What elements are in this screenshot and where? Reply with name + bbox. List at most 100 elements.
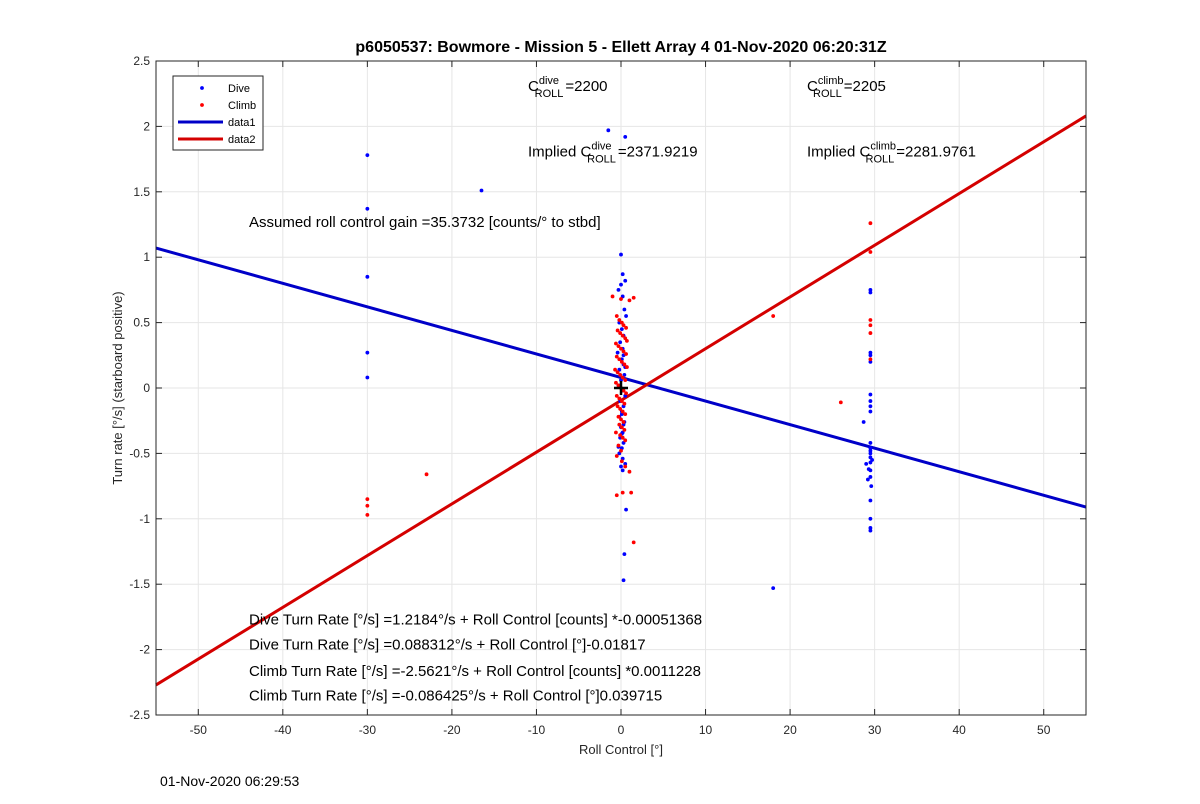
x-tick-label: -10 — [528, 723, 546, 737]
y-tick-label: 1.5 — [133, 185, 150, 199]
dive-point — [868, 392, 873, 397]
climb-point — [610, 294, 615, 299]
tick-labels: -50 -40 -30 -20 -10 0 10 20 30 40 50-2.5-2-1.5-1-0… — [129, 54, 1086, 737]
dive-point — [621, 578, 626, 583]
climb-point — [619, 297, 623, 301]
x-tick-label: -30 — [359, 723, 377, 737]
climb-point — [614, 380, 618, 385]
climb-point — [621, 349, 626, 354]
x-tick-label: -40 — [274, 723, 292, 737]
dive-point — [479, 188, 484, 193]
dive-point — [619, 282, 623, 287]
climb-point — [838, 400, 843, 405]
climb-point — [622, 362, 627, 367]
climb-point — [616, 383, 621, 388]
climb-point — [627, 298, 632, 303]
climb-point — [868, 357, 873, 362]
climb-point — [620, 409, 625, 414]
x-tick-label: -50 — [190, 723, 208, 737]
y-tick-label: 0 — [143, 381, 150, 395]
dive-point — [619, 464, 623, 469]
climb-point — [620, 490, 625, 495]
chart-title: p6050537: Bowmore - Mission 5 - Ellett A… — [355, 39, 886, 56]
climb-point — [624, 352, 628, 356]
dive-point — [622, 552, 627, 557]
climb-point — [619, 359, 624, 364]
x-tick-label: 10 — [699, 723, 713, 737]
annotation-c-dive: Cdive ROLL =2200 — [528, 75, 608, 100]
y-tick-label: -2.5 — [129, 708, 150, 722]
climb-point — [620, 375, 625, 380]
annotation-c-climb: Cclimb ROLL =2205 — [807, 75, 886, 100]
climb-point — [620, 333, 625, 338]
dive-point — [868, 441, 873, 445]
climb-point — [631, 540, 636, 545]
climb-point — [622, 427, 627, 432]
footer-timestamp: 01-Nov-2020 06:29:53 — [160, 773, 300, 789]
legend-label: Dive — [228, 83, 250, 95]
climb-point — [621, 420, 626, 424]
climb-point — [614, 341, 618, 346]
x-tick-label: 20 — [783, 723, 797, 737]
dive-point — [865, 477, 870, 482]
dive-point — [868, 290, 873, 295]
climb-point — [614, 454, 619, 458]
dive-point — [365, 274, 370, 279]
climb-point — [619, 417, 623, 422]
climb-point — [623, 464, 628, 469]
legend-label: Climb — [228, 100, 256, 112]
legend-marker-climb — [200, 103, 204, 107]
climb-point — [868, 323, 873, 328]
climb-point — [627, 469, 632, 474]
dive-point — [619, 252, 623, 257]
dive-point — [868, 528, 873, 533]
climb-point — [624, 325, 628, 330]
climb-point — [771, 314, 776, 318]
climb-point — [868, 318, 873, 322]
climb-point — [617, 357, 622, 362]
origin-marker — [614, 381, 628, 395]
dive-point — [771, 586, 776, 591]
climb-point — [614, 314, 619, 318]
climb-point — [614, 493, 619, 498]
climb-point — [629, 490, 634, 495]
legend-label: data1 — [228, 117, 256, 129]
y-tick-label: -1 — [139, 512, 150, 526]
climb-point — [624, 391, 628, 396]
climb-point — [614, 354, 619, 359]
annotation-eq2: Dive Turn Rate [°/s] =0.088312°/s + Roll… — [249, 637, 646, 654]
dive-point — [868, 409, 873, 414]
dive-point — [868, 516, 873, 521]
x-tick-label: 50 — [1037, 723, 1051, 737]
dive-point — [365, 153, 370, 158]
climb-point — [365, 512, 370, 517]
climb-point — [619, 346, 623, 351]
climb-point — [619, 448, 623, 453]
dive-point — [868, 448, 873, 453]
climb-point — [615, 404, 620, 409]
climb-point — [868, 250, 873, 254]
dive-point — [866, 467, 871, 471]
dive-point — [624, 507, 628, 512]
climb-point — [424, 472, 429, 477]
legend-marker-dive — [200, 86, 204, 90]
dive-point — [624, 314, 628, 318]
x-tick-label: 0 — [618, 723, 625, 737]
y-tick-label: 2 — [143, 119, 150, 133]
climb-point — [868, 331, 873, 335]
dive-point — [620, 468, 625, 473]
dive-point — [868, 399, 873, 403]
dive-point — [868, 526, 873, 530]
climb-point — [625, 365, 629, 369]
dive-point — [620, 272, 625, 277]
annotation-eq3: Climb Turn Rate [°/s] =-2.5621°/s + Roll… — [249, 663, 701, 680]
dive-point — [623, 461, 628, 466]
climb-point — [621, 388, 626, 393]
climb-point — [617, 318, 622, 322]
climb-point — [616, 344, 621, 349]
climb-point — [617, 396, 622, 401]
dive-point — [861, 420, 866, 424]
dive-point — [365, 350, 370, 355]
dive-point — [623, 278, 628, 283]
dive-point — [618, 340, 623, 345]
